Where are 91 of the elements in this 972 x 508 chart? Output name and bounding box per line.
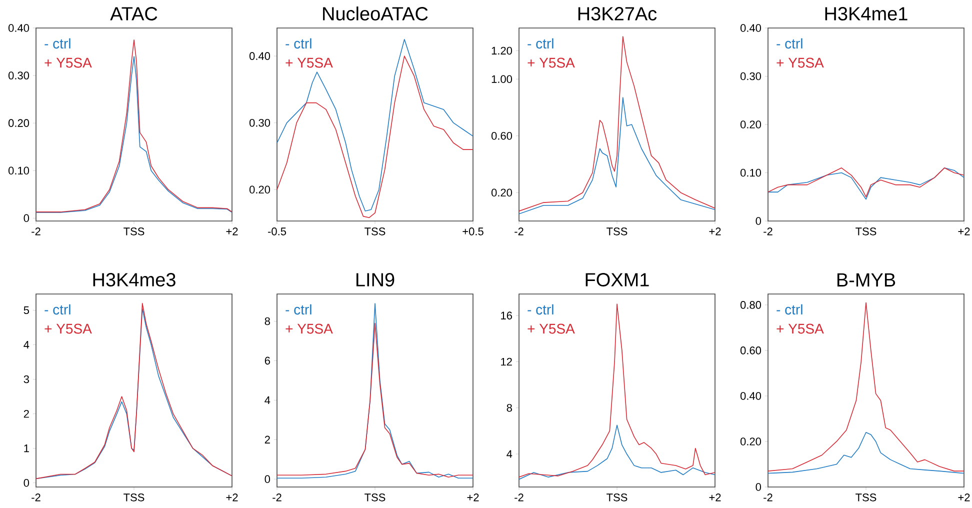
y-tick-label: 0.30 [8, 72, 30, 80]
x-tick-label: -2 [272, 494, 282, 502]
x-tick-label: TSS [856, 228, 876, 236]
y-tick-label: 0.20 [8, 119, 30, 127]
x-tick-label: +2 [709, 494, 721, 502]
line-series [519, 36, 715, 212]
y-tick-label: 0.80 [740, 301, 762, 309]
chart-title: FOXM1 [586, 273, 649, 286]
text: - ctrl [528, 304, 554, 315]
x-tick-label: +2 [467, 494, 479, 502]
x-tick-label: TSS [124, 494, 144, 502]
y-tick-label: 16 [501, 312, 512, 320]
y-tick-label: 0.10 [740, 168, 762, 177]
y-tick-label: 0.20 [740, 438, 762, 446]
text: - ctrl [286, 304, 312, 315]
x-tick-label: -2 [764, 494, 772, 502]
y-tick-label: 0.40 [740, 392, 762, 400]
y-tick-label: 4 [24, 340, 30, 349]
y-tick-label: 0 [756, 483, 762, 491]
text: - ctrl [776, 38, 802, 49]
y-tick-label: 8 [506, 404, 512, 412]
x-tick-label: TSS [364, 494, 386, 502]
y-tick-label: 0.40 [740, 24, 762, 32]
y-tick-label: 2 [24, 410, 29, 418]
x-tick-label: TSS [606, 228, 628, 236]
text: - ctrl [528, 38, 554, 49]
y-tick-label: 0.60 [740, 346, 762, 354]
line-series [519, 304, 715, 478]
y-tick-label: 0 [24, 478, 30, 487]
y-tick-label: 1.20 [492, 46, 512, 55]
x-tick-label: +2 [709, 228, 721, 236]
text: - ctrl [44, 304, 70, 315]
text: + Y5SA [286, 324, 333, 334]
y-tick-label: 0.20 [249, 186, 270, 194]
x-tick-label: -2 [32, 228, 40, 236]
line-series [768, 432, 964, 474]
x-tick-label: +2 [958, 494, 970, 502]
y-tick-label: 6 [264, 356, 270, 365]
y-tick-label: 8 [264, 317, 270, 326]
line-series [519, 424, 715, 480]
text: + Y5SA [286, 58, 333, 68]
x-tick-label: -2 [764, 228, 772, 236]
chart-title: LIN9 [356, 273, 394, 286]
text: + Y5SA [44, 58, 92, 68]
chart-title: H3K4me3 [93, 273, 176, 286]
chart-title: H3K27Ac [578, 7, 657, 20]
x-tick-label: -0.5 [268, 228, 286, 236]
text: + Y5SA [528, 58, 575, 68]
y-tick-label: 1 [24, 444, 29, 452]
text: + Y5SA [776, 58, 824, 68]
y-tick-label: 3 [24, 375, 29, 384]
line-series [519, 97, 715, 214]
x-tick-label: +2 [958, 228, 970, 236]
text: - ctrl [776, 304, 802, 315]
x-tick-label: +2 [226, 228, 238, 236]
chart-title: B-MYB [837, 273, 896, 286]
y-tick-label: 1.00 [492, 75, 512, 83]
chart-title: NucleoATAC [323, 6, 428, 20]
y-tick-label: 0.10 [8, 166, 30, 175]
text: + Y5SA [776, 324, 824, 334]
y-tick-label: 0 [24, 214, 30, 222]
text: + Y5SA [528, 324, 575, 334]
x-tick-label: TSS [124, 228, 144, 236]
y-tick-label: 0.40 [8, 24, 30, 32]
y-tick-label: 4 [264, 396, 270, 404]
y-tick-label: 12 [501, 358, 512, 366]
x-tick-label: +0.5 [462, 228, 484, 236]
y-tick-label: 0 [756, 217, 762, 225]
y-tick-label: 4 [506, 450, 512, 458]
y-tick-label: 0.20 [740, 120, 762, 128]
x-tick-label: TSS [606, 494, 628, 502]
x-tick-label: -2 [32, 494, 40, 502]
x-tick-label: TSS [364, 228, 386, 236]
y-tick-label: 0.20 [491, 188, 512, 197]
y-tick-label: 0.60 [491, 132, 512, 140]
y-tick-label: 2 [264, 436, 270, 444]
x-tick-label: +2 [226, 494, 238, 502]
y-tick-label: 0.30 [249, 118, 270, 127]
series-label: - ctrl [286, 38, 312, 49]
x-tick-label: TSS [856, 494, 876, 502]
text: + Y5SA [44, 324, 92, 334]
y-tick-label: 0 [264, 475, 270, 483]
line-series [768, 302, 964, 472]
text: - ctrl [44, 38, 70, 49]
x-tick-label: -2 [514, 228, 524, 236]
y-tick-label: 5 [24, 306, 30, 314]
y-tick-label: 0.40 [249, 52, 270, 60]
x-tick-label: -2 [514, 494, 524, 502]
chart-title: ATAC [110, 7, 158, 20]
chart-title: H3K4me1 [825, 7, 908, 20]
y-tick-label: 0.30 [740, 72, 762, 80]
